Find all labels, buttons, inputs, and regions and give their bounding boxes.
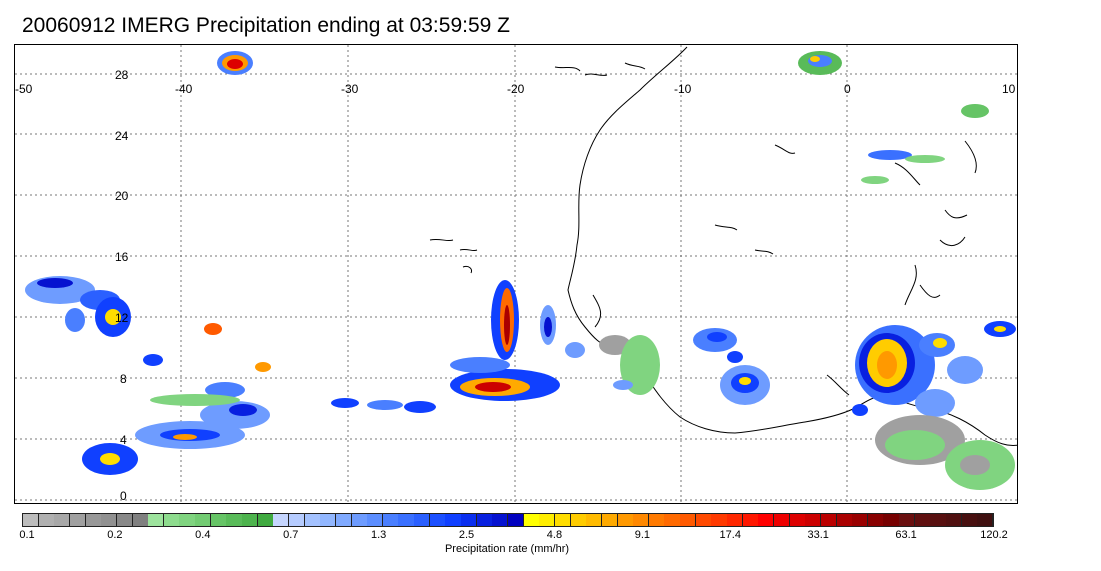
latitude-label: 0 bbox=[120, 489, 127, 503]
colorbar-swatch bbox=[554, 514, 572, 526]
colorbar-swatch bbox=[946, 514, 963, 526]
colorbar-tick-label: 2.5 bbox=[458, 529, 475, 541]
colorbar-swatch bbox=[680, 514, 697, 526]
colorbar-tick-label: 0.7 bbox=[283, 529, 299, 541]
lakes-and-islands bbox=[429, 62, 977, 274]
colorbar-tick-label: 0.4 bbox=[195, 529, 211, 541]
colorbar-swatch bbox=[852, 514, 869, 526]
colorbar-swatch bbox=[382, 514, 399, 526]
colorbar bbox=[22, 513, 994, 527]
colorbar-swatch bbox=[695, 514, 712, 526]
colorbar-swatch bbox=[414, 514, 431, 526]
colorbar-swatch bbox=[163, 514, 180, 526]
colorbar-swatch bbox=[539, 514, 556, 526]
colorbar-swatch bbox=[69, 514, 87, 526]
colorbar-tick-label: 120.2 bbox=[980, 529, 1008, 541]
colorbar-swatch bbox=[398, 514, 415, 526]
colorbar-tick-label: 0.1 bbox=[19, 529, 35, 541]
colorbar-swatch bbox=[601, 514, 618, 526]
colorbar-tick-label: 1.3 bbox=[370, 529, 387, 541]
colorbar-tick-label: 33.1 bbox=[807, 529, 829, 541]
colorbar-swatch bbox=[367, 514, 384, 526]
colorbar-swatch bbox=[445, 514, 462, 526]
colorbar-swatch bbox=[914, 514, 931, 526]
latitude-label: 8 bbox=[120, 372, 127, 386]
colorbar-tick-label: 9.1 bbox=[634, 529, 651, 541]
latitude-labels: 28 24 20 16 12 8 4 0 bbox=[115, 68, 129, 503]
longitude-label: -40 bbox=[175, 82, 193, 96]
colorbar-swatch bbox=[805, 514, 822, 526]
longitude-label: -10 bbox=[674, 82, 692, 96]
colorbar-title: Precipitation rate (mm/hr) bbox=[444, 543, 570, 555]
latitude-label: 24 bbox=[115, 129, 129, 143]
colorbar-tick-label: 0.2 bbox=[107, 529, 123, 541]
longitude-labels: -50 -40 -30 -20 -10 0 10 bbox=[15, 82, 1016, 96]
colorbar-swatch bbox=[288, 514, 306, 526]
inland-water bbox=[592, 209, 968, 328]
colorbar-swatch bbox=[883, 514, 900, 526]
colorbar-swatch bbox=[351, 514, 368, 526]
latitude-label: 20 bbox=[115, 189, 129, 203]
longitude-label: 0 bbox=[844, 82, 851, 96]
colorbar-swatch bbox=[210, 514, 227, 526]
colorbar-swatch bbox=[54, 514, 71, 526]
colorbar-swatch bbox=[648, 514, 665, 526]
colorbar-tick-label: 63.1 bbox=[895, 529, 917, 541]
latitude-label: 12 bbox=[115, 311, 129, 325]
colorbar-swatch bbox=[633, 514, 650, 526]
colorbar-swatch bbox=[226, 514, 243, 526]
colorbar-swatch bbox=[429, 514, 446, 526]
colorbar-swatch bbox=[132, 514, 149, 526]
colorbar-swatch bbox=[742, 514, 759, 526]
colorbar-swatch bbox=[476, 514, 493, 526]
colorbar-swatch bbox=[836, 514, 853, 526]
colorbar-swatch bbox=[961, 514, 978, 526]
colorbar-swatch bbox=[179, 514, 196, 526]
colorbar-swatch bbox=[304, 514, 321, 526]
colorbar-swatch bbox=[195, 514, 212, 526]
colorbar-swatch bbox=[727, 514, 744, 526]
colorbar-swatch bbox=[85, 514, 102, 526]
colorbar-swatch bbox=[508, 514, 525, 526]
colorbar-swatch bbox=[570, 514, 587, 526]
colorbar-swatch bbox=[461, 514, 478, 526]
colorbar-swatch bbox=[257, 514, 274, 526]
colorbar-swatch bbox=[492, 514, 509, 526]
colorbar-swatch bbox=[273, 514, 290, 526]
map-canvas: -50 -40 -30 -20 -10 0 10 28 24 20 16 12 … bbox=[15, 45, 1017, 503]
colorbar-swatch bbox=[617, 514, 634, 526]
colorbar-swatch bbox=[242, 514, 259, 526]
precipitation-field bbox=[25, 51, 1016, 490]
colorbar-swatch bbox=[148, 514, 165, 526]
colorbar-tick-label: 4.8 bbox=[546, 529, 563, 541]
colorbar-swatch bbox=[758, 514, 775, 526]
colorbar-swatch bbox=[867, 514, 884, 526]
colorbar-swatch bbox=[789, 514, 806, 526]
longitude-label: -50 bbox=[15, 82, 33, 96]
colorbar-swatch bbox=[930, 514, 947, 526]
colorbar-swatch bbox=[773, 514, 791, 526]
colorbar-swatch bbox=[977, 514, 994, 526]
precipitation-map: -50 -40 -30 -20 -10 0 10 28 24 20 16 12 … bbox=[14, 44, 1018, 504]
colorbar-swatch bbox=[523, 514, 540, 526]
map-title: 20060912 IMERG Precipitation ending at 0… bbox=[22, 14, 510, 37]
colorbar-swatch bbox=[38, 514, 55, 526]
latitude-label: 28 bbox=[115, 68, 129, 82]
colorbar-swatch bbox=[335, 514, 353, 526]
longitude-label: -30 bbox=[341, 82, 359, 96]
colorbar-swatch bbox=[664, 514, 681, 526]
longitude-label: -20 bbox=[507, 82, 525, 96]
colorbar-swatch bbox=[820, 514, 838, 526]
colorbar-swatch bbox=[899, 514, 916, 526]
colorbar-swatch bbox=[101, 514, 118, 526]
colorbar-swatch bbox=[320, 514, 337, 526]
longitude-label: 10 bbox=[1002, 82, 1016, 96]
latitude-label: 4 bbox=[120, 433, 127, 447]
latitude-label: 16 bbox=[115, 250, 129, 264]
colorbar-tick-label: 17.4 bbox=[719, 529, 741, 541]
colorbar-swatch bbox=[711, 514, 728, 526]
colorbar-swatch bbox=[586, 514, 603, 526]
colorbar-swatch bbox=[116, 514, 133, 526]
colorbar-swatch bbox=[23, 514, 40, 526]
